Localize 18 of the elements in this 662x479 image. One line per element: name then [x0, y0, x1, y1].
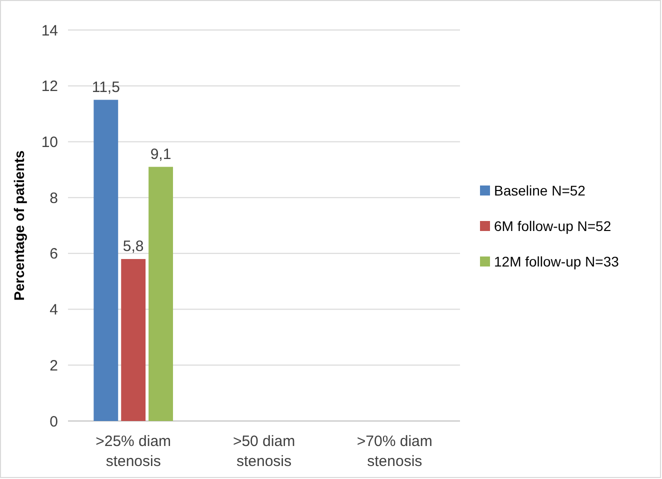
legend-label: Baseline N=52 [494, 182, 586, 198]
y-axis-title: Percentage of patients [11, 150, 27, 301]
legend-label: 6M follow-up N=52 [494, 218, 612, 234]
y-tick-label: 0 [50, 413, 58, 430]
data-label: 9,1 [150, 146, 172, 163]
x-tick-label: >50 diam stenosis [232, 433, 296, 470]
data-label: 5,8 [122, 238, 144, 256]
y-tick-label: 14 [41, 22, 58, 40]
y-tick-label: 2 [50, 357, 58, 374]
x-tick-label: >25% diam stenosis [96, 433, 172, 470]
x-tick-label: >70% diam stenosis [356, 433, 432, 470]
y-tick-label: 6 [50, 246, 58, 263]
y-tick-label: 10 [41, 134, 58, 151]
y-tick-label: 4 [50, 302, 58, 319]
legend-label: 12M follow-up N=33 [494, 253, 620, 270]
y-tick-label: 8 [50, 190, 58, 207]
data-label: 11,5 [92, 78, 120, 96]
y-tick-label: 12 [41, 78, 58, 96]
